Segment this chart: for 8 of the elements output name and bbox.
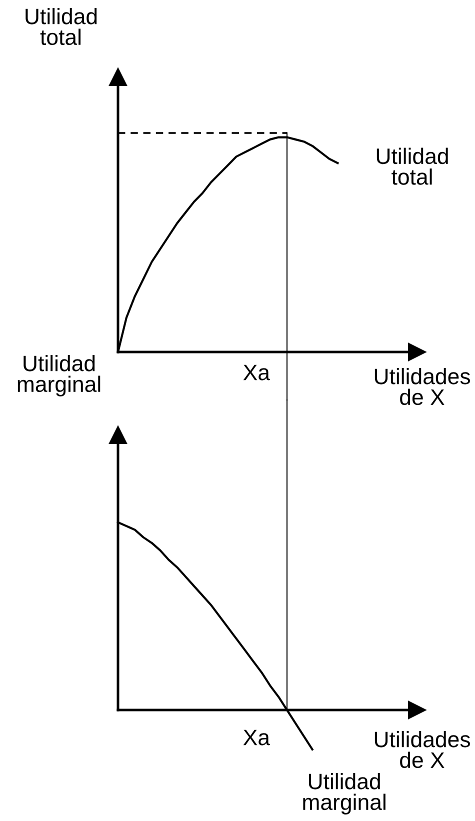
annotation: Xa [243,730,270,746]
x-axis-title: Utilidades de X [374,731,470,768]
y-axis-title: Utilidad total [26,8,97,46]
text: Xa [243,364,270,380]
x-axis-title: Utilidades de X [374,368,470,406]
y-axis-title: Utilidad marginal [18,355,100,396]
series-label: Utilidad marginal [303,773,386,814]
series-label: Utilidad total [376,148,448,185]
